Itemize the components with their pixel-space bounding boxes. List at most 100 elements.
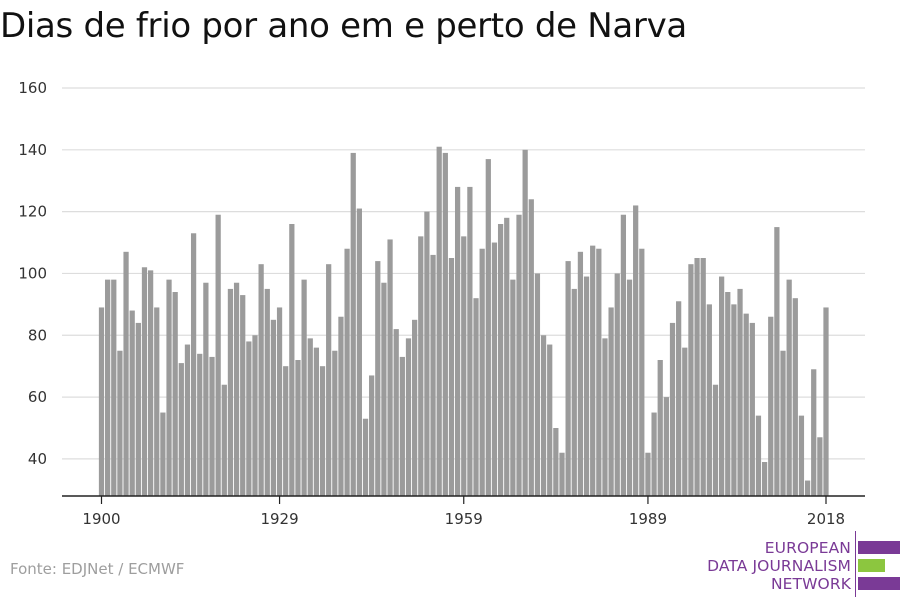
bar	[737, 288, 743, 496]
bar	[768, 316, 774, 496]
bar	[387, 239, 393, 497]
bar	[817, 437, 823, 496]
bar	[264, 288, 270, 496]
bar	[301, 279, 307, 496]
logo-separator	[855, 531, 856, 597]
bar	[731, 304, 737, 496]
bar	[510, 279, 516, 496]
bar	[166, 279, 172, 496]
bar	[534, 273, 541, 496]
x-tick-label: 1959	[445, 510, 483, 528]
bar	[657, 360, 663, 496]
y-tick-label: 160	[18, 79, 47, 97]
bar	[252, 335, 258, 496]
bar	[786, 279, 792, 496]
bar	[405, 338, 412, 496]
bar	[98, 307, 105, 496]
bar	[596, 248, 602, 496]
bar	[111, 279, 117, 496]
bar	[369, 375, 375, 496]
bar	[749, 322, 755, 496]
bar	[454, 186, 461, 496]
bar	[823, 307, 829, 496]
bar	[491, 242, 498, 496]
bar	[418, 236, 424, 496]
bar	[283, 366, 289, 496]
bar	[141, 267, 148, 496]
bar	[448, 258, 455, 496]
logo-bar-top	[858, 541, 900, 554]
bar	[332, 350, 338, 496]
bar	[313, 347, 320, 496]
bar	[461, 236, 467, 496]
bar	[755, 415, 762, 496]
bar	[344, 248, 350, 496]
bar	[504, 217, 510, 496]
bar	[694, 258, 700, 496]
bar	[651, 412, 657, 496]
y-tick-label: 140	[18, 141, 47, 159]
logo-line-2: DATA JOURNALISM	[707, 557, 851, 575]
bar	[804, 480, 811, 496]
bar	[626, 279, 633, 496]
bar	[240, 295, 246, 496]
bar	[117, 350, 123, 496]
bar	[375, 261, 381, 496]
bar	[540, 335, 547, 496]
bar	[620, 214, 627, 496]
bar	[442, 152, 448, 496]
bar	[479, 248, 485, 496]
bar	[565, 261, 571, 496]
bar	[614, 273, 620, 496]
edjnet-logo: EUROPEAN DATA JOURNALISM NETWORK	[707, 531, 900, 597]
bar	[682, 347, 688, 496]
bar	[399, 356, 405, 496]
y-tick-label: 40	[28, 450, 47, 468]
y-tick-label: 80	[28, 326, 47, 344]
logo-bar-bottom	[858, 577, 900, 590]
bar	[639, 248, 645, 496]
bar	[485, 159, 491, 496]
bar	[590, 245, 596, 496]
bar	[712, 384, 719, 496]
bar	[424, 211, 430, 497]
bar	[123, 251, 129, 496]
bar	[522, 149, 528, 496]
y-tick-label: 120	[18, 203, 47, 221]
bar	[221, 384, 227, 496]
bar	[362, 418, 369, 496]
bar	[553, 428, 559, 496]
bar	[467, 186, 473, 496]
bar	[706, 304, 712, 496]
bar	[135, 322, 141, 496]
bar	[338, 316, 344, 496]
bar	[583, 276, 590, 496]
bars	[98, 146, 829, 497]
bar	[798, 415, 805, 496]
bar	[197, 353, 203, 496]
bar	[761, 462, 768, 496]
bar	[473, 298, 479, 496]
bar	[307, 338, 313, 496]
bar	[246, 341, 252, 496]
bar	[203, 282, 209, 496]
bar	[774, 227, 780, 496]
bar	[516, 214, 522, 496]
y-tick-label: 100	[18, 264, 47, 282]
bar	[209, 356, 215, 496]
bar	[436, 146, 442, 496]
bar	[381, 282, 387, 496]
x-tick-label: 1989	[629, 510, 667, 528]
bar	[430, 254, 436, 496]
bar	[178, 363, 184, 496]
bar	[688, 264, 694, 496]
bar	[571, 288, 577, 496]
bar	[811, 369, 817, 496]
bar	[227, 288, 234, 496]
bar	[289, 224, 295, 496]
bar	[147, 270, 154, 496]
bar	[356, 208, 362, 496]
bar	[559, 452, 565, 496]
logo-line-1: EUROPEAN	[764, 539, 851, 557]
